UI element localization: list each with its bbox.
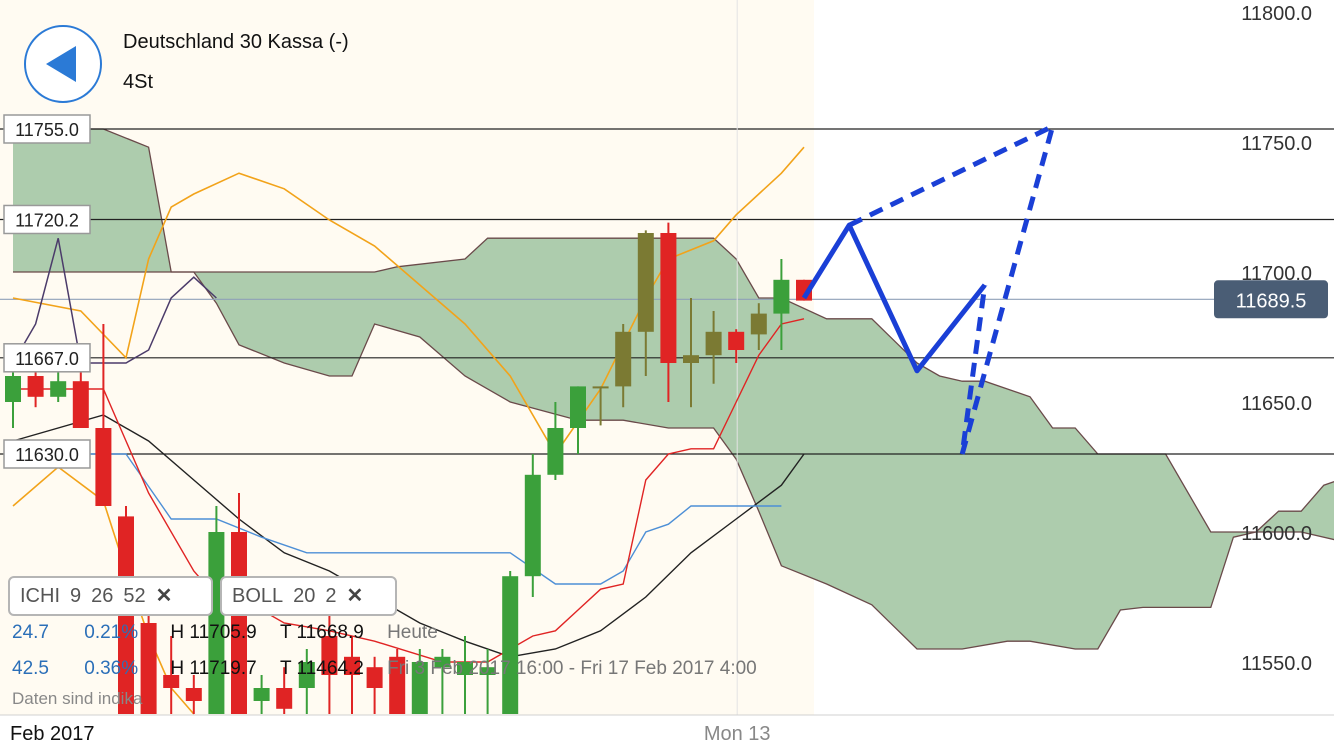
candle-body [547,428,564,475]
cloud-bullish [13,129,1334,649]
candle-body [5,376,21,402]
candle-body [434,656,451,668]
line-price-label: 11755.0 [15,120,79,140]
close-icon[interactable]: ✕ [155,585,173,607]
candle-body [502,576,519,714]
indicator-param: 26 [91,585,114,607]
candle-body [615,331,632,387]
bollinger-indicator-chip[interactable]: BOLL 20 2 ✕ [220,576,397,616]
candle-body [366,667,383,688]
candle-body [389,656,406,714]
candle-body [773,279,790,314]
indicator-param: 20 [293,585,316,607]
period-label: Fri 3 Feb 2017 16:00 - Fri 17 Feb 2017 4… [387,658,757,679]
change-value: 24.7 [12,622,49,643]
chikou-span-line [12,238,217,364]
bollinger-upper-band [12,146,805,456]
line-price-label: 11630.0 [15,445,79,465]
price-tick-label: 11750.0 [1241,133,1312,155]
indicator-param: 52 [123,585,146,607]
period-label: Heute [387,622,438,643]
back-button[interactable] [24,25,102,103]
drawn-trend-line [801,222,987,374]
candle-body [95,428,112,506]
bollinger-middle-band [12,414,805,658]
candle-body [140,623,157,714]
candle-body [457,662,473,675]
price-tick-label: 11600.0 [1241,523,1312,545]
indicator-name: BOLL [232,585,284,607]
candle-body [660,233,677,363]
change-value: 42.5 [12,658,49,679]
current-price-label: 11689.5 [1236,290,1307,312]
line-price-box [3,114,91,144]
change-percent: 0.36% [84,658,139,679]
line-price-label: 11720.2 [15,210,79,230]
line-price-box [3,343,91,373]
candle-body [163,675,180,688]
candle-body [298,662,315,688]
candle-body [705,331,722,356]
candle-body [524,474,541,577]
indicator-name: ICHI [20,585,60,607]
instrument-title: Deutschland 30 Kassa (-) [123,31,349,53]
indicator-param: 2 [325,585,337,607]
info-row-range: 42.5 0.36% H 11719.7 T 11464.2 Fri 3 Feb… [12,658,757,680]
candle-body [276,688,293,709]
price-tick-label: 11550.0 [1241,653,1312,675]
candle-body [185,688,202,701]
candle-body [253,688,270,701]
price-tick-label: 11800.0 [1241,3,1312,25]
low-value: T 11464.2 [279,658,364,679]
price-tick-label: 11650.0 [1241,393,1312,415]
back-arrow-icon [46,46,76,82]
indicator-param: 9 [70,585,82,607]
candle-body [637,233,654,332]
candle-body [411,662,428,714]
low-value: T 11668.9 [279,622,364,643]
price-tick-label: 11700.0 [1241,263,1312,285]
candle-body [570,386,586,428]
disclaimer-text: Daten sind indika [12,689,143,708]
high-value: H 11705.9 [170,622,257,643]
candle-body [321,636,338,675]
timeframe-label[interactable]: 4St [123,71,154,93]
ichimoku-indicator-chip[interactable]: ICHI 9 26 52 ✕ [8,576,213,616]
candle-body [592,386,609,389]
high-value: H 11719.7 [170,658,257,679]
line-price-box [3,204,91,235]
close-icon[interactable]: ✕ [346,585,364,607]
candle-body [344,656,360,675]
candle-body [50,381,67,397]
x-axis-label: Mon 13 [704,723,771,745]
line-price-box [3,439,91,469]
candle-body [683,355,699,363]
candle-body [728,331,745,350]
candle-body [750,313,767,335]
change-percent: 0.21% [84,622,139,643]
line-price-label: 11667.0 [15,349,79,369]
candle-body [479,667,496,675]
drawn-dashed-line [848,121,1057,455]
current-price-badge [1214,280,1328,319]
candle-body [27,376,44,397]
senkou-span-b-line [13,271,1334,650]
info-row-today: 24.7 0.21% H 11705.9 T 11668.9 Heute [12,622,438,644]
x-axis-label: Feb 2017 [10,723,95,745]
time-axis-background [0,715,1334,750]
candle-body [72,381,89,428]
